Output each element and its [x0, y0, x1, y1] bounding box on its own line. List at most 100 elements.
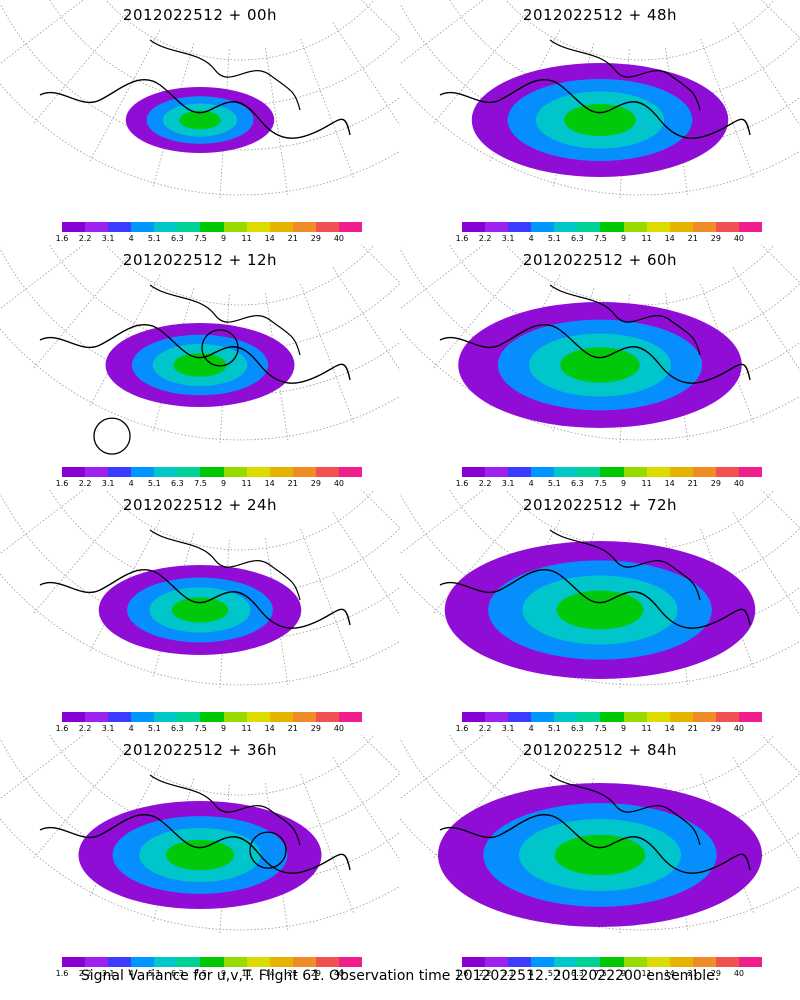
colorbar-swatch	[623, 712, 647, 722]
colorbar-swatch	[508, 467, 532, 477]
colorbar-label: 5.1	[147, 234, 161, 243]
polar-map	[0, 490, 400, 690]
coastline	[149, 774, 301, 846]
variance-field	[458, 302, 742, 428]
colorbar-swatch	[200, 957, 224, 967]
colorbar-swatch	[315, 222, 339, 232]
coastline	[149, 39, 301, 111]
colorbar-label: 6.3	[571, 724, 584, 733]
colorbar-swatch	[508, 222, 532, 232]
colorbar-label: 9	[620, 479, 627, 488]
colorbar-label: 3.1	[101, 479, 115, 488]
colorbar-swatch	[462, 222, 486, 232]
polar-map	[400, 245, 800, 445]
colorbar-label: 29	[710, 479, 721, 488]
colorbar-swatch	[646, 712, 670, 722]
colorbar-swatch	[692, 712, 716, 722]
colorbar-swatch	[646, 222, 670, 232]
colorbar-label: 11	[641, 724, 652, 733]
colorbar-label: 5.1	[547, 479, 561, 488]
panel-title: 2012022512 + 84h	[522, 741, 678, 759]
map-panel: 2012022512 + 00h 1.6 2.2 3.1 4 5.1 6.3 7.5 9 11 14…	[0, 0, 400, 245]
colorbar-label: 3.1	[101, 724, 115, 733]
colorbar-label: 9	[620, 234, 627, 243]
colorbar-label: 40	[733, 234, 745, 243]
colorbar-label: 2.2	[78, 234, 92, 243]
map-panel: 2012022512 + 72h 1.6 2.2 3.1 4 5.1 6.3 7.5 9 11 14…	[400, 490, 800, 735]
colorbar-label: 14	[264, 969, 275, 978]
variance-field	[471, 63, 729, 177]
variance-field	[125, 87, 275, 153]
colorbar-swatch	[485, 712, 509, 722]
colorbar-swatch	[200, 467, 224, 477]
colorbar-swatch	[600, 222, 624, 232]
colorbar-label: 7.5	[194, 234, 207, 243]
colorbar-swatch	[531, 712, 555, 722]
colorbar-swatch	[554, 222, 578, 232]
colorbar-swatch	[200, 222, 224, 232]
colorbar-label: 4	[528, 724, 534, 733]
colorbar-swatch	[292, 957, 316, 967]
colorbar-label: 21	[287, 234, 298, 243]
variance-field	[98, 565, 302, 655]
colorbar-labels: 1.6 2.2 3.1 4 5.1 6.3 7.5 9 11 14 21 29 40	[456, 479, 762, 491]
colorbar-label: 14	[264, 479, 275, 488]
colorbar-swatch	[246, 467, 270, 477]
colorbar-swatch	[315, 467, 339, 477]
colorbar-swatch	[292, 222, 316, 232]
colorbar-label: 1.6	[455, 479, 469, 488]
colorbar-swatch	[200, 712, 224, 722]
colorbar-swatch	[531, 222, 555, 232]
colorbar-swatch	[508, 957, 532, 967]
colorbar-label: 21	[687, 479, 698, 488]
colorbar-swatch	[223, 467, 247, 477]
colorbar-swatch	[108, 957, 132, 967]
colorbar-labels: 1.6 2.2 3.1 4 5.1 6.3 7.5 9 11 14 21 29 40	[456, 724, 762, 736]
highlight-circle	[93, 417, 131, 455]
coastline	[439, 78, 751, 139]
colorbar-label: 40	[333, 479, 345, 488]
colorbar-label: 21	[287, 479, 298, 488]
colorbar-swatch	[62, 957, 86, 967]
colorbar	[62, 957, 363, 967]
colorbar-label: 29	[710, 724, 721, 733]
colorbar-swatch	[623, 957, 647, 967]
colorbar-swatch	[177, 712, 201, 722]
colorbar-label: 7.5	[194, 724, 207, 733]
colorbar-swatch	[85, 957, 109, 967]
map-panel: 2012022512 + 12h 1.6 2.2 3.1 4 5.1 6.3 7.5 9 11 14…	[0, 245, 400, 490]
colorbar-swatch	[577, 957, 601, 967]
colorbar-label: 4	[128, 724, 134, 733]
colorbar-swatch	[462, 957, 486, 967]
colorbar-label: 3.1	[501, 234, 515, 243]
colorbar-swatch	[154, 467, 178, 477]
polar-map	[400, 490, 800, 690]
colorbar-label: 14	[664, 969, 675, 978]
colorbar-label: 6.3	[571, 234, 584, 243]
colorbar-label: 6.3	[571, 479, 584, 488]
coastline	[439, 568, 751, 629]
colorbar-swatch	[531, 957, 555, 967]
colorbar-swatch	[600, 712, 624, 722]
panel-title: 2012022512 + 36h	[122, 741, 278, 759]
polar-map	[400, 735, 800, 935]
colorbar-label: 11	[641, 479, 652, 488]
colorbar-swatch	[738, 467, 763, 477]
colorbar-label: 7.5	[594, 969, 607, 978]
panel-title: 2012022512 + 00h	[122, 6, 278, 24]
colorbar	[462, 467, 763, 477]
colorbar-label: 6.3	[171, 724, 184, 733]
highlight-circle	[201, 329, 239, 367]
colorbar-swatch	[715, 222, 739, 232]
colorbar-label: 9	[220, 969, 227, 978]
colorbar-label: 29	[310, 234, 321, 243]
coastline	[549, 774, 701, 846]
colorbar-swatch	[485, 957, 509, 967]
colorbar-swatch	[177, 467, 201, 477]
colorbar-label: 1.6	[55, 234, 69, 243]
panel-title: 2012022512 + 72h	[522, 496, 678, 514]
colorbar-label: 9	[220, 234, 227, 243]
colorbar-label: 21	[687, 724, 698, 733]
colorbar-label: 14	[664, 724, 675, 733]
panel-title: 2012022512 + 48h	[522, 6, 678, 24]
